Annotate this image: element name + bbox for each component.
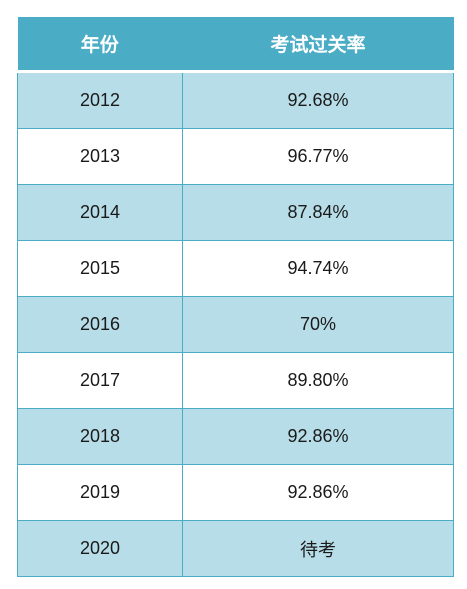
table-row: 2015 94.74% <box>17 240 454 297</box>
year-cell: 2016 <box>17 296 183 353</box>
table-row: 2020 待考 <box>17 520 454 577</box>
year-cell: 2019 <box>17 464 183 521</box>
pass-rate-cell: 87.84% <box>182 184 454 241</box>
table-row: 2014 87.84% <box>17 184 454 241</box>
year-cell: 2012 <box>17 71 183 129</box>
table-row: 2013 96.77% <box>17 128 454 185</box>
table-row: 2018 92.86% <box>17 408 454 465</box>
table-row: 2016 70% <box>17 296 454 353</box>
year-cell: 2015 <box>17 240 183 297</box>
pass-rate-column-header: 考试过关率 <box>182 17 454 73</box>
pass-rate-cell: 92.86% <box>182 464 454 521</box>
year-cell: 2017 <box>17 352 183 409</box>
table-row: 2017 89.80% <box>17 352 454 409</box>
year-cell: 2013 <box>17 128 183 185</box>
pass-rate-cell: 待考 <box>182 520 454 577</box>
pass-rate-cell: 96.77% <box>182 128 454 185</box>
table-row: 2019 92.86% <box>17 464 454 521</box>
year-cell: 2020 <box>17 520 183 577</box>
pass-rate-cell: 94.74% <box>182 240 454 297</box>
year-cell: 2018 <box>17 408 183 465</box>
year-cell: 2014 <box>17 184 183 241</box>
table-row: 2012 92.68% <box>17 71 454 129</box>
pass-rate-cell: 89.80% <box>182 352 454 409</box>
pass-rate-cell: 92.86% <box>182 408 454 465</box>
pass-rate-cell: 70% <box>182 296 454 353</box>
pass-rate-table: 年份 考试过关率 2012 92.68% 2013 96.77% 2014 87… <box>17 17 454 577</box>
pass-rate-table-container: 年份 考试过关率 2012 92.68% 2013 96.77% 2014 87… <box>17 17 454 577</box>
table-header: 年份 考试过关率 <box>17 17 454 73</box>
table-body: 2012 92.68% 2013 96.77% 2014 87.84% 2015… <box>17 71 454 577</box>
year-column-header: 年份 <box>17 17 183 73</box>
header-row: 年份 考试过关率 <box>17 17 454 73</box>
pass-rate-cell: 92.68% <box>182 71 454 129</box>
